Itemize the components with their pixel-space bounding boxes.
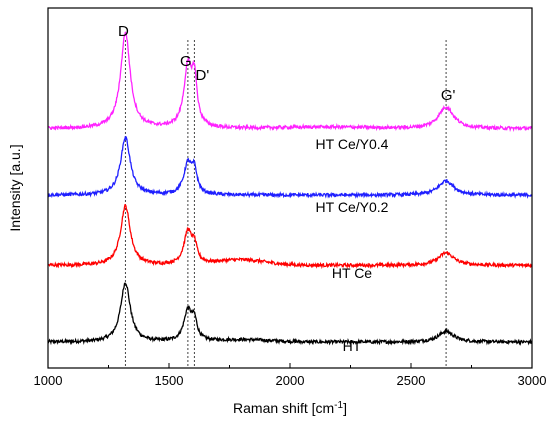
x-tick-label: 2000 — [276, 373, 305, 388]
peak-label: G' — [441, 87, 456, 104]
series-line — [47, 282, 533, 346]
x-tick-label: 1500 — [155, 373, 184, 388]
plot-frame — [47, 7, 533, 369]
series-labels: HT HT Ce HT Ce/Y0.2 HT Ce/Y0.4 — [316, 136, 389, 354]
x-axis-title: Raman shift [cm-1] — [233, 400, 347, 417]
peak-labels: D GD' G' — [118, 23, 455, 104]
series-line — [47, 31, 533, 133]
peak-label: D — [118, 23, 129, 40]
series-label: HT Ce/Y0.4 — [316, 136, 389, 152]
x-tick-label: 1000 — [34, 373, 63, 388]
series-line — [47, 204, 533, 270]
series-label: HT — [343, 338, 362, 354]
series-line — [47, 135, 533, 199]
x-tick-label: 3000 — [518, 373, 547, 388]
x-tick-label: 2500 — [397, 373, 426, 388]
peak-lines — [124, 40, 447, 368]
series-lines — [47, 31, 533, 346]
y-axis-title: Intensity [a.u.] — [7, 144, 23, 231]
peak-label: D' — [196, 67, 210, 84]
series-label: HT Ce — [332, 265, 372, 281]
x-axis-ticks: 1000 1500 2000 2500 3000 — [34, 363, 547, 388]
series-label: HT Ce/Y0.2 — [316, 199, 389, 215]
peak-label: G — [180, 53, 192, 70]
